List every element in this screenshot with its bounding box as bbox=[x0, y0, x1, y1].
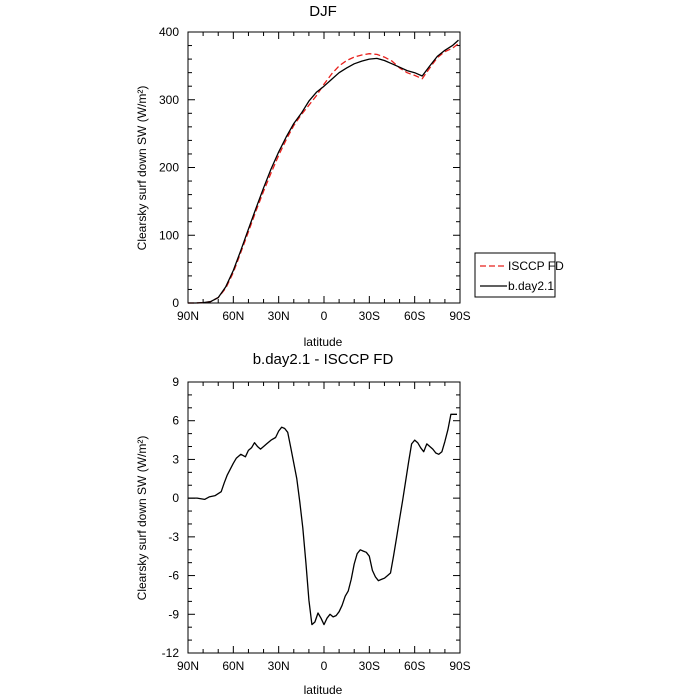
legend-label: b.day2.1 bbox=[508, 279, 554, 293]
x-tick-label: 90N bbox=[177, 659, 199, 673]
x-axis-label: latitude bbox=[304, 683, 343, 697]
x-tick-label: 0 bbox=[321, 309, 328, 323]
y-tick-label: -12 bbox=[162, 646, 180, 660]
y-tick-label: 200 bbox=[159, 161, 179, 175]
x-tick-label: 60N bbox=[222, 309, 244, 323]
chart-title: DJF bbox=[309, 3, 337, 20]
y-tick-label: 3 bbox=[172, 452, 179, 466]
x-tick-label: 30S bbox=[359, 659, 380, 673]
x-tick-label: 60S bbox=[404, 309, 425, 323]
x-tick-label: 30N bbox=[268, 659, 290, 673]
y-axis-label: Clearsky surf down SW (W/m²) bbox=[135, 86, 149, 251]
y-tick-label: 6 bbox=[172, 414, 179, 428]
bottom-chart: b.day2.1 - ISCCP FD latitude Clearsky su… bbox=[135, 351, 471, 697]
x-axis-label: latitude bbox=[304, 335, 343, 349]
y-tick-label: 0 bbox=[172, 296, 179, 310]
y-tick-label: -6 bbox=[168, 569, 179, 583]
y-tick-label: 400 bbox=[159, 25, 179, 39]
plot-frame bbox=[187, 31, 461, 304]
x-tick-label: 60N bbox=[222, 659, 244, 673]
y-axis-label: Clearsky surf down SW (W/m²) bbox=[135, 436, 149, 601]
legend-label: ISCCP FD bbox=[508, 259, 564, 273]
x-tick-label: 30N bbox=[268, 309, 290, 323]
y-tick-label: 9 bbox=[172, 375, 179, 389]
y-tick-label: 300 bbox=[159, 93, 179, 107]
y-tick-label: 100 bbox=[159, 228, 179, 242]
y-tick-label: -9 bbox=[168, 607, 179, 621]
chart-title: b.day2.1 - ISCCP FD bbox=[253, 351, 394, 368]
top-chart: DJF latitude Clearsky surf down SW (W/m²… bbox=[135, 3, 564, 349]
series-line-2 bbox=[188, 39, 459, 304]
y-tick-label: 0 bbox=[172, 491, 179, 505]
plot-frame bbox=[187, 381, 461, 654]
x-tick-label: 90S bbox=[449, 309, 470, 323]
x-tick-label: 0 bbox=[321, 659, 328, 673]
series-line-1 bbox=[188, 413, 457, 626]
x-tick-label: 60S bbox=[404, 659, 425, 673]
x-tick-label: 30S bbox=[359, 309, 380, 323]
legend-box bbox=[474, 252, 556, 298]
x-tick-label: 90S bbox=[449, 659, 470, 673]
x-tick-label: 90N bbox=[177, 309, 199, 323]
series-line-1 bbox=[188, 42, 459, 304]
y-tick-label: -3 bbox=[168, 530, 179, 544]
